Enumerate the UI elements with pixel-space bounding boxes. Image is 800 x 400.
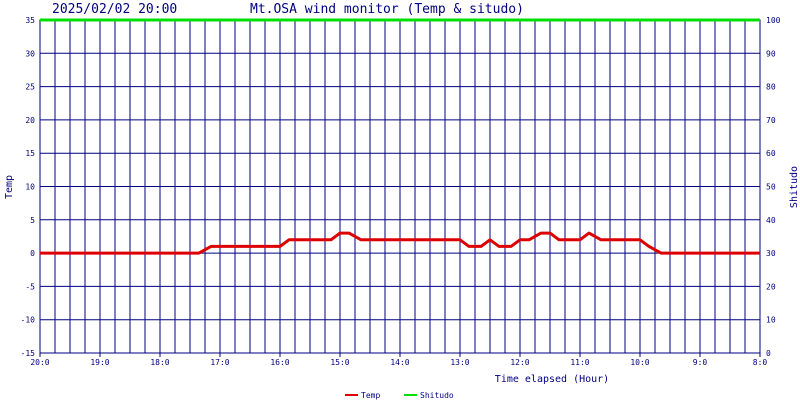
legend: Temp Shitudo [345,391,454,400]
y-tick-label-left: 15 [25,149,35,158]
y-tick-label-left: 25 [25,83,35,92]
series-line-temp [40,231,760,255]
y-tick-label-right: 60 [766,149,776,158]
y-tick-label-right: 80 [766,83,776,92]
y-tick-label-right: 10 [766,316,776,325]
y-tick-label-left: 30 [25,49,35,58]
y-tick-label-right: 90 [766,49,776,58]
x-tick-label: 9:0 [693,358,708,367]
x-tick-label: 19:0 [90,358,109,367]
x-tick-label: 13:0 [450,358,469,367]
y-tick-label-left: -10 [21,316,36,325]
y-tick-label-left: 10 [25,183,35,192]
y-tick-label-left: 5 [30,216,35,225]
legend-temp-label: Temp [361,391,380,400]
y-tick-label-right: 100 [766,16,781,25]
x-tick-label: 12:0 [510,358,529,367]
x-tick-label: 10:0 [630,358,649,367]
grid [39,19,761,354]
plot-series [40,18,760,255]
y-tick-label-left: -15 [21,349,36,358]
x-tick-label: 11:0 [570,358,589,367]
chart-title: Mt.OSA wind monitor (Temp & situdo) [250,2,524,17]
x-tick-label: 15:0 [330,358,349,367]
x-tick-label: 8:0 [753,358,768,367]
y-tick-label-right: 30 [766,249,776,258]
y-tick-label-right: 0 [766,349,771,358]
chart-timestamp: 2025/02/02 20:00 [52,2,177,17]
legend-shitudo-label: Shitudo [420,391,454,400]
y-tick-label-right: 50 [766,183,776,192]
y-tick-label-left: 35 [25,16,35,25]
y-tick-label-right: 70 [766,116,776,125]
x-tick-label: 18:0 [150,358,169,367]
y-tick-label-left: -5 [25,282,35,291]
y-tick-label-left: 0 [30,249,35,258]
x-tick-label: 16:0 [270,358,289,367]
x-axis-label: Time elapsed (Hour) [495,374,609,385]
y-tick-label-left: 20 [25,116,35,125]
y-axis-right-label: Shitudo [789,166,800,208]
x-tick-label: 17:0 [210,358,229,367]
tick-labels: -15 -10 -5 0 5 10 15 20 25 30 35 0 10 20 30 40 50 60 70 80 9… [21,16,781,367]
y-tick-label-right: 40 [766,216,776,225]
x-tick-label: 20:0 [30,358,49,367]
y-axis-left-label: Temp [4,175,15,199]
y-tick-label-right: 20 [766,282,776,291]
x-tick-label: 14:0 [390,358,409,367]
